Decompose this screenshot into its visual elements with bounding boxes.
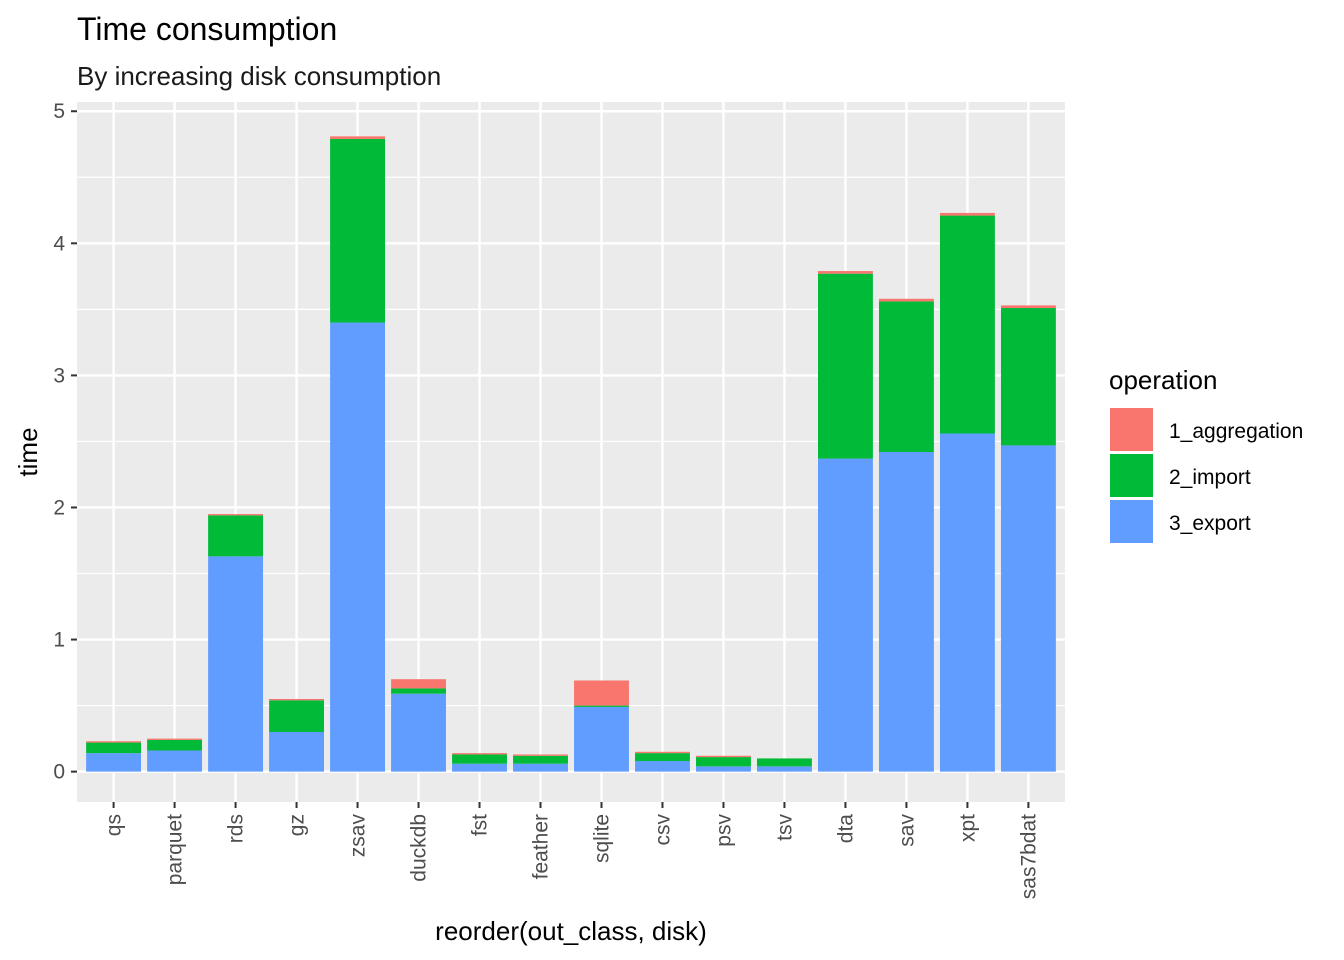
bar-dta-1_aggregation <box>818 271 873 274</box>
x-tick-label-tsv: tsv <box>773 814 796 841</box>
bar-feather-2_import <box>513 755 568 764</box>
chart-subtitle: By increasing disk consumption <box>77 61 441 91</box>
bar-dta-2_import <box>818 273 873 459</box>
bar-csv-1_aggregation <box>635 751 690 754</box>
legend: operation 1_aggregation 2_import 3_export <box>1109 365 1303 543</box>
bar-feather-3_export <box>513 763 568 772</box>
legend-swatch-3_export <box>1110 500 1153 543</box>
bar-gz-2_import <box>269 700 324 732</box>
y-tick-label: 0 <box>53 761 65 784</box>
bar-sav-1_aggregation <box>878 298 934 302</box>
legend-label-1_aggregation: 1_aggregation <box>1169 420 1303 443</box>
bar-zsav-3_export <box>330 322 385 772</box>
x-tick-label-xpt: xpt <box>956 814 979 842</box>
bar-sas7bdat-1_aggregation <box>1000 305 1056 309</box>
x-tick-label-dta: dta <box>834 814 857 844</box>
bar-tsv-2_import <box>757 758 812 767</box>
bar-psv-1_aggregation <box>696 755 751 758</box>
bar-qs-1_aggregation <box>86 741 142 743</box>
x-tick-label-sas7bdat: sas7bdat <box>1017 814 1040 899</box>
bar-sas7bdat-2_import <box>1000 308 1056 446</box>
bar-parquet-1_aggregation <box>147 738 203 740</box>
x-tick-label-psv: psv <box>712 814 735 847</box>
legend-swatch-2_import <box>1110 454 1153 497</box>
x-tick-label-feather: feather <box>530 814 553 879</box>
bar-fst-2_import <box>452 754 507 764</box>
bar-rds-2_import <box>208 515 264 557</box>
bar-sas7bdat-3_export <box>1000 445 1056 772</box>
bar-csv-2_import <box>635 753 690 762</box>
bar-dta-3_export <box>818 458 873 772</box>
bar-qs-3_export <box>86 753 142 772</box>
bar-sqlite-1_aggregation <box>574 680 629 706</box>
bar-zsav-2_import <box>330 138 385 323</box>
y-tick-label: 5 <box>53 100 65 123</box>
y-axis: 0 1 2 3 4 5 <box>53 100 77 784</box>
bar-feather-1_aggregation <box>513 754 568 756</box>
bar-parquet-2_import <box>147 739 203 751</box>
legend-label-2_import: 2_import <box>1169 466 1251 489</box>
bar-rds-3_export <box>208 556 264 772</box>
y-tick-label: 2 <box>53 496 65 519</box>
x-tick-label-csv: csv <box>651 814 674 846</box>
bar-sav-2_import <box>878 301 934 452</box>
x-tick-label-fst: fst <box>469 814 492 836</box>
chart-title: Time consumption <box>77 11 337 47</box>
bar-rds-1_aggregation <box>208 514 264 516</box>
bar-xpt-1_aggregation <box>939 212 995 216</box>
bar-sqlite-3_export <box>574 706 629 772</box>
bar-xpt-3_export <box>939 433 995 772</box>
bar-sav-3_export <box>878 452 934 772</box>
y-tick-label: 4 <box>53 232 65 255</box>
x-tick-label-gz: gz <box>286 814 309 836</box>
bar-qs-2_import <box>86 742 142 754</box>
bar-duckdb-3_export <box>391 693 446 772</box>
y-tick-label: 3 <box>53 364 65 387</box>
legend-swatch-1_aggregation <box>1110 408 1153 451</box>
bar-sqlite-2_import <box>574 705 629 707</box>
y-axis-title: time <box>13 427 43 476</box>
bar-xpt-2_import <box>939 215 995 434</box>
x-tick-label-sqlite: sqlite <box>590 814 613 863</box>
x-tick-label-qs: qs <box>103 814 126 836</box>
bar-duckdb-2_import <box>391 688 446 694</box>
bar-fst-1_aggregation <box>452 753 507 755</box>
bar-psv-2_import <box>696 757 751 767</box>
bar-csv-3_export <box>635 761 690 772</box>
bars <box>86 136 1056 772</box>
x-axis-title: reorder(out_class, disk) <box>435 916 707 946</box>
bar-psv-3_export <box>696 766 751 772</box>
legend-label-3_export: 3_export <box>1169 512 1251 535</box>
bar-gz-1_aggregation <box>269 698 324 701</box>
x-tick-label-zsav: zsav <box>347 814 370 858</box>
x-tick-label-duckdb: duckdb <box>408 814 431 882</box>
y-tick-label: 1 <box>53 629 65 652</box>
x-tick-label-sav: sav <box>895 814 918 847</box>
bar-tsv-3_export <box>757 766 812 772</box>
x-axis: qs parquet rds gz zsav duckdb fst feather sqlite… <box>103 802 1040 899</box>
bar-zsav-1_aggregation <box>330 136 385 139</box>
x-tick-label-parquet: parquet <box>164 814 187 885</box>
legend-title: operation <box>1109 365 1217 395</box>
x-tick-label-rds: rds <box>225 814 248 843</box>
bar-fst-3_export <box>452 763 507 772</box>
bar-gz-3_export <box>269 732 324 772</box>
bar-parquet-3_export <box>147 750 203 772</box>
bar-duckdb-1_aggregation <box>391 679 446 689</box>
